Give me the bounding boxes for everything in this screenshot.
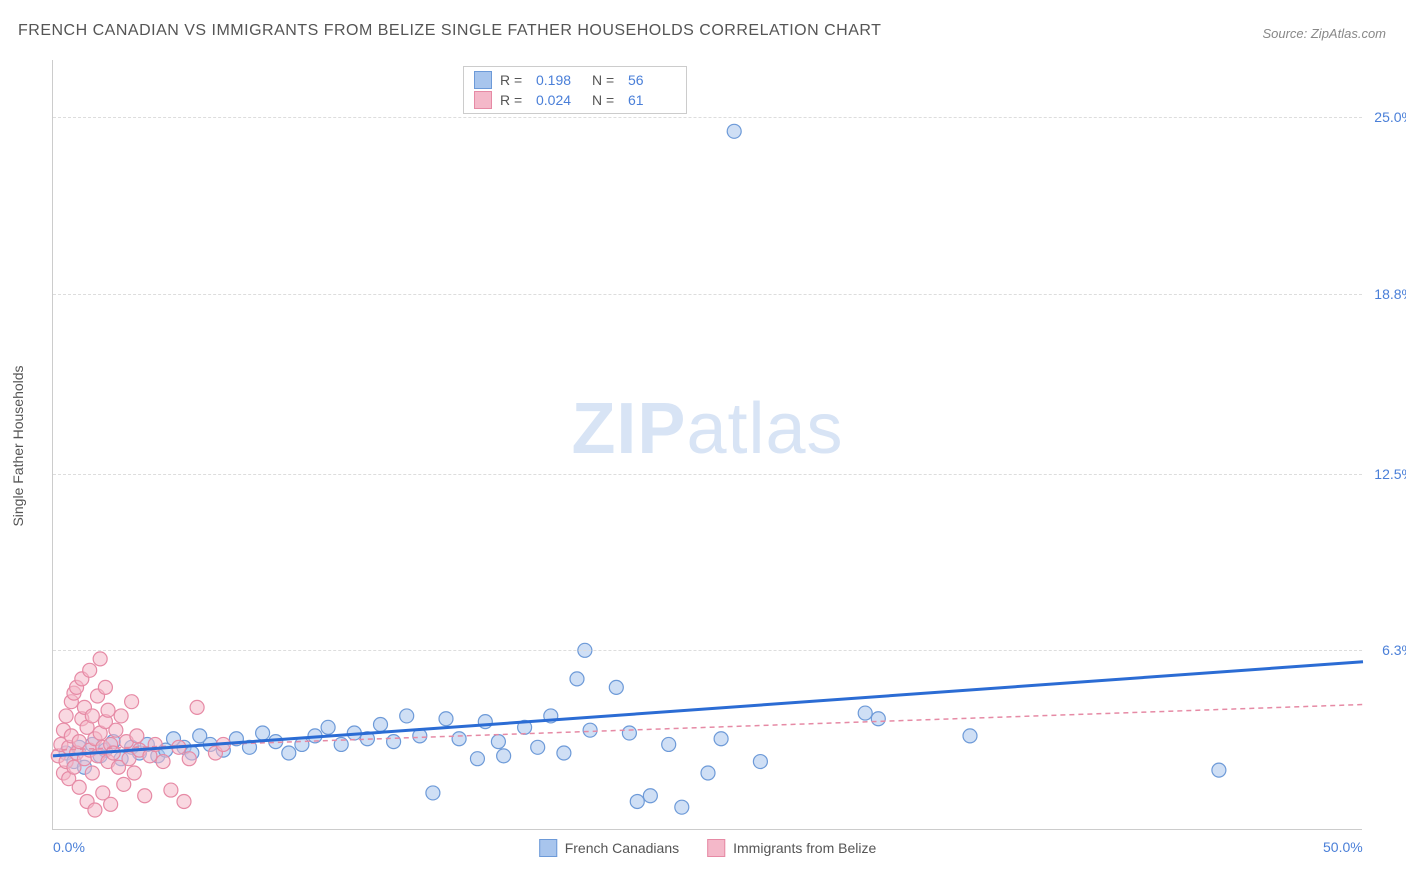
- data-point: [452, 732, 466, 746]
- data-point: [282, 746, 296, 760]
- legend-label: French Canadians: [565, 840, 679, 856]
- grid-line: [53, 474, 1362, 475]
- data-point: [256, 726, 270, 740]
- data-point: [662, 737, 676, 751]
- data-point: [1212, 763, 1226, 777]
- data-point: [83, 663, 97, 677]
- data-point: [963, 729, 977, 743]
- y-tick-label: 6.3%: [1366, 642, 1406, 658]
- legend-row: R = 0.198 N = 56: [474, 71, 676, 89]
- source-attribution: Source: ZipAtlas.com: [1262, 26, 1386, 41]
- data-point: [439, 712, 453, 726]
- data-point: [491, 735, 505, 749]
- plot-svg: [53, 60, 1362, 829]
- data-point: [101, 703, 115, 717]
- x-tick-label: 50.0%: [1323, 839, 1363, 855]
- legend-label: Immigrants from Belize: [733, 840, 876, 856]
- legend-r-label: R =: [500, 92, 528, 108]
- legend-r-value: 0.198: [536, 72, 584, 88]
- legend-n-value: 56: [628, 72, 676, 88]
- legend-n-value: 61: [628, 92, 676, 108]
- grid-line: [53, 650, 1362, 651]
- data-point: [85, 766, 99, 780]
- x-tick-label: 0.0%: [53, 839, 85, 855]
- data-point: [177, 794, 191, 808]
- data-point: [156, 755, 170, 769]
- grid-line: [53, 117, 1362, 118]
- data-point: [190, 700, 204, 714]
- y-axis-title: Single Father Households: [10, 365, 26, 526]
- data-point: [470, 752, 484, 766]
- data-point: [701, 766, 715, 780]
- legend-r-label: R =: [500, 72, 528, 88]
- legend-r-value: 0.024: [536, 92, 584, 108]
- data-point: [182, 752, 196, 766]
- data-point: [609, 680, 623, 694]
- data-point: [59, 709, 73, 723]
- data-point: [583, 723, 597, 737]
- data-point: [714, 732, 728, 746]
- data-point: [85, 709, 99, 723]
- legend-item: French Canadians: [539, 839, 679, 857]
- trend-line: [53, 662, 1363, 756]
- data-point: [321, 720, 335, 734]
- data-point: [643, 789, 657, 803]
- data-point: [117, 777, 131, 791]
- data-point: [109, 723, 123, 737]
- data-point: [114, 709, 128, 723]
- data-point: [72, 780, 86, 794]
- data-point: [622, 726, 636, 740]
- data-point: [557, 746, 571, 760]
- data-point: [426, 786, 440, 800]
- data-point: [531, 740, 545, 754]
- data-point: [125, 695, 139, 709]
- data-point: [858, 706, 872, 720]
- chart-title: FRENCH CANADIAN VS IMMIGRANTS FROM BELIZ…: [18, 22, 881, 40]
- data-point: [127, 766, 141, 780]
- y-tick-label: 25.0%: [1366, 109, 1406, 125]
- series-legend: French Canadians Immigrants from Belize: [539, 839, 877, 857]
- data-point: [727, 124, 741, 138]
- data-point: [630, 794, 644, 808]
- y-tick-label: 18.8%: [1366, 286, 1406, 302]
- data-point: [88, 803, 102, 817]
- legend-swatch: [474, 91, 492, 109]
- data-point: [871, 712, 885, 726]
- data-point: [400, 709, 414, 723]
- legend-n-label: N =: [592, 92, 620, 108]
- legend-row: R = 0.024 N = 61: [474, 91, 676, 109]
- data-point: [387, 735, 401, 749]
- plot-area: ZIPatlas R =0.198N =56R =0.024N =61 Fren…: [52, 60, 1362, 830]
- legend-swatch: [539, 839, 557, 857]
- legend-swatch: [474, 71, 492, 89]
- data-point: [753, 755, 767, 769]
- correlation-legend: R = 0.198 N = 56 R = 0.024 N = 61: [463, 66, 687, 114]
- legend-swatch: [707, 839, 725, 857]
- data-point: [98, 680, 112, 694]
- data-point: [93, 652, 107, 666]
- grid-line: [53, 294, 1362, 295]
- data-point: [164, 783, 178, 797]
- data-point: [104, 797, 118, 811]
- data-point: [570, 672, 584, 686]
- y-tick-label: 12.5%: [1366, 466, 1406, 482]
- legend-n-label: N =: [592, 72, 620, 88]
- data-point: [130, 729, 144, 743]
- data-point: [497, 749, 511, 763]
- data-point: [138, 789, 152, 803]
- data-point: [374, 717, 388, 731]
- chart-container: FRENCH CANADIAN VS IMMIGRANTS FROM BELIZ…: [0, 0, 1406, 892]
- legend-item: Immigrants from Belize: [707, 839, 876, 857]
- data-point: [675, 800, 689, 814]
